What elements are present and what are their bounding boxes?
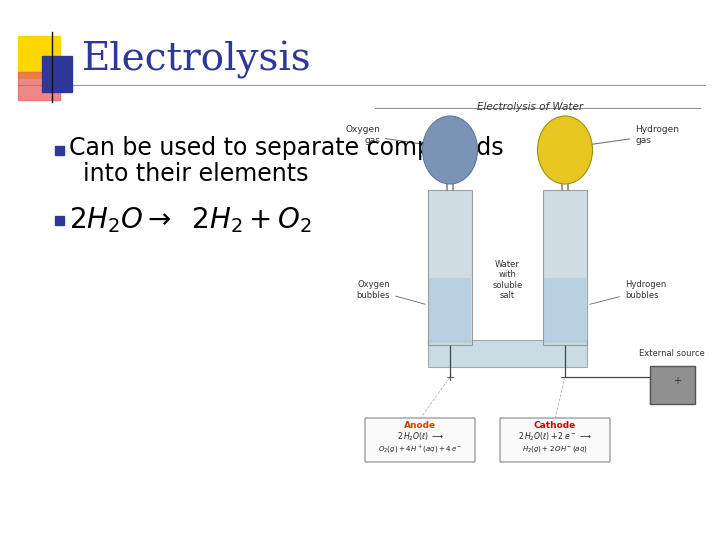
Bar [42,56,72,92]
Bar [543,190,587,345]
Text: Oxygen
bubbles: Oxygen bubbles [356,280,426,304]
Text: Water
with
soluble
salt: Water with soluble salt [492,260,523,300]
Bar [428,340,587,367]
Text: $2\,H_2O(\ell) \;\longrightarrow$: $2\,H_2O(\ell) \;\longrightarrow$ [397,431,444,443]
Text: $2\,H_2O(\ell) + 2\,e^- \;\longrightarrow$: $2\,H_2O(\ell) + 2\,e^- \;\longrightarro… [518,431,592,443]
Text: Can be used to separate compounds: Can be used to separate compounds [69,136,503,160]
Text: $H_2(g) + 2\,OH^-(aq)$: $H_2(g) + 2\,OH^-(aq)$ [522,444,588,454]
Text: Oxygen
gas: Oxygen gas [345,125,426,145]
Text: Hydrogen
gas: Hydrogen gas [590,125,679,145]
Text: $O_2(g) + 4\,H^+(aq) + 4\,e^-$: $O_2(g) + 4\,H^+(aq) + 4\,e^-$ [378,443,462,455]
Ellipse shape [423,116,477,184]
Text: Hydrogen
bubbles: Hydrogen bubbles [590,280,666,305]
Bar [649,366,695,404]
Bar [429,278,471,343]
Text: into their elements: into their elements [83,162,308,186]
Bar [55,145,64,154]
Text: Cathode: Cathode [534,422,576,430]
Bar [18,36,60,78]
Text: +: + [445,373,455,383]
Bar [428,190,472,345]
Text: −: − [560,373,570,383]
Text: +: + [673,376,681,386]
Text: Electrolysis: Electrolysis [82,41,312,79]
Ellipse shape [538,116,593,184]
Text: Anode: Anode [404,422,436,430]
FancyBboxPatch shape [365,418,475,462]
Text: Electrolysis of Water: Electrolysis of Water [477,102,583,112]
Text: $2H_2O \rightarrow \;\; 2H_2 + O_2$: $2H_2O \rightarrow \;\; 2H_2 + O_2$ [69,205,312,235]
Text: External source: External source [639,349,705,358]
Bar [544,278,586,343]
Bar [55,215,64,225]
Bar [18,72,60,100]
FancyBboxPatch shape [500,418,610,462]
